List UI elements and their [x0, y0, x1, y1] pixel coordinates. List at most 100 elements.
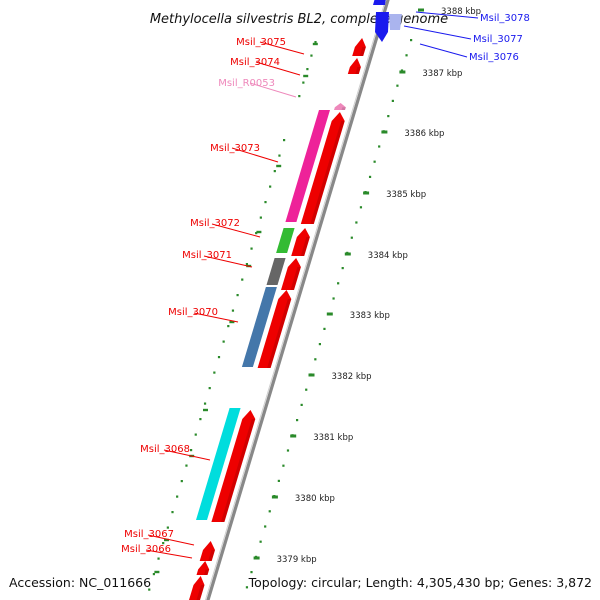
tick-mark [314, 41, 317, 44]
leader-msil-3077 [403, 25, 472, 40]
scale-label: 3385 kbp [386, 190, 426, 200]
scale-label: 3379 kbp [277, 555, 317, 565]
gene-label-msil-3071: Msil_3071 [182, 250, 232, 261]
tick-mark [154, 570, 160, 574]
gene-arrow-msil-3068 [211, 410, 256, 522]
tick-mark [236, 294, 239, 297]
gene-arrow-reverse-group [373, 0, 402, 42]
gene-label-msil-3074: Msil_3074 [230, 57, 280, 68]
tick-mark [264, 525, 267, 528]
tick-mark [350, 236, 353, 239]
leader-msil-3078 [415, 11, 479, 19]
tick-mark [194, 433, 197, 436]
scale-tick [308, 373, 315, 377]
tick-mark [298, 95, 301, 98]
tick-mark [378, 145, 381, 148]
tick-mark [300, 403, 303, 406]
tick-mark [264, 201, 267, 204]
scale-tick [290, 434, 297, 438]
cog-category-bars [196, 110, 330, 520]
tick-mark [185, 464, 188, 467]
cog-bar-magenta [285, 110, 330, 222]
gene-label-msil-r0053: Msil_R0053 [218, 78, 275, 89]
backbone-line [206, 0, 390, 600]
gene-label-msil-3076: Msil_3076 [469, 52, 519, 63]
scale-label: 3383 kbp [350, 311, 390, 321]
tick-mark [227, 325, 230, 328]
cog-bar-gray [266, 258, 286, 285]
genome-backbone [204, 0, 390, 600]
tick-mark [171, 511, 174, 514]
gene-arrow-msil-3073 [300, 112, 345, 224]
tick-mark [282, 464, 285, 467]
leader-msil-3067 [147, 534, 195, 546]
scale-label: 3387 kbp [422, 69, 462, 79]
tick-mark [303, 74, 309, 78]
cog-bar-steelblue [241, 287, 277, 367]
leader-msil-3066 [145, 549, 193, 559]
tick-mark [250, 571, 253, 574]
gene-label-msil-3066: Msil_3066 [121, 544, 171, 555]
tick-mark [410, 39, 413, 42]
tick-mark [391, 99, 394, 102]
gene-label-msil-3073: Msil_3073 [210, 143, 260, 154]
scale-label: 3388 kbp [441, 7, 481, 17]
tick-mark [269, 185, 272, 188]
scale-label: 3386 kbp [404, 129, 444, 139]
tick-mark [241, 278, 244, 281]
scale-label: 3384 kbp [368, 251, 408, 261]
gene-arrow-msil-3075 [352, 38, 366, 56]
gene-arrows [188, 0, 402, 600]
gene-arrow-msil-3071 [281, 258, 301, 290]
tick-mark [359, 206, 363, 209]
gene-arrow-msil-3072 [291, 228, 310, 256]
tick-mark [203, 402, 207, 405]
scale-label: 3382 kbp [332, 372, 372, 382]
tick-mark [387, 115, 390, 118]
tick-mark [245, 586, 249, 589]
tick-mark [148, 588, 151, 591]
gene-arrow-msil-3074 [347, 58, 361, 74]
tick-mark [312, 42, 318, 46]
tick-mark [306, 68, 309, 71]
accession-text: Accession: NC_011666 [9, 575, 152, 590]
tick-mark [286, 449, 290, 452]
scale-tick [363, 191, 370, 195]
tick-mark [355, 221, 358, 224]
tick-mark [396, 84, 399, 87]
tick-mark [314, 358, 317, 361]
scale-tick [399, 70, 406, 74]
tick-mark [256, 230, 262, 234]
gene-arrow-msil-3070 [257, 290, 292, 368]
gene-label-msil-3070: Msil_3070 [168, 307, 218, 318]
tick-mark [203, 408, 208, 412]
tick-mark [259, 540, 262, 543]
gene-label-msil-3072: Msil_3072 [190, 218, 240, 229]
scale-tick [381, 130, 388, 134]
topology-text: Topology: circular; Length: 4,305,430 bp… [248, 575, 592, 590]
map-title: Methylocella silvestris BL2, complete ge… [150, 12, 448, 27]
tick-mark [164, 538, 169, 542]
tick-mark [166, 526, 169, 529]
tick-mark [405, 54, 408, 57]
scale-tick [271, 495, 278, 499]
tick-mark [180, 480, 183, 483]
scale-tick [418, 8, 424, 12]
tick-mark [208, 387, 211, 390]
gene-arrow-msil-3076 [389, 14, 402, 30]
tick-mark [152, 573, 155, 576]
gene-arrow-msil-3067 [199, 541, 215, 561]
tick-mark [250, 247, 253, 250]
leader-msil-3071 [203, 255, 253, 268]
gene-arrow-msil-3077 [375, 12, 389, 42]
tick-mark [199, 418, 202, 421]
scale-label: 3381 kbp [313, 433, 353, 443]
tick-mark [222, 340, 225, 343]
leader-msil-3075 [259, 41, 305, 55]
tick-mark [273, 170, 276, 173]
leader-msil-r0053 [249, 82, 297, 98]
scale-tick [253, 556, 260, 560]
leader-msil-3073 [231, 147, 279, 163]
gene-label-msil-3067: Msil_3067 [124, 529, 174, 540]
